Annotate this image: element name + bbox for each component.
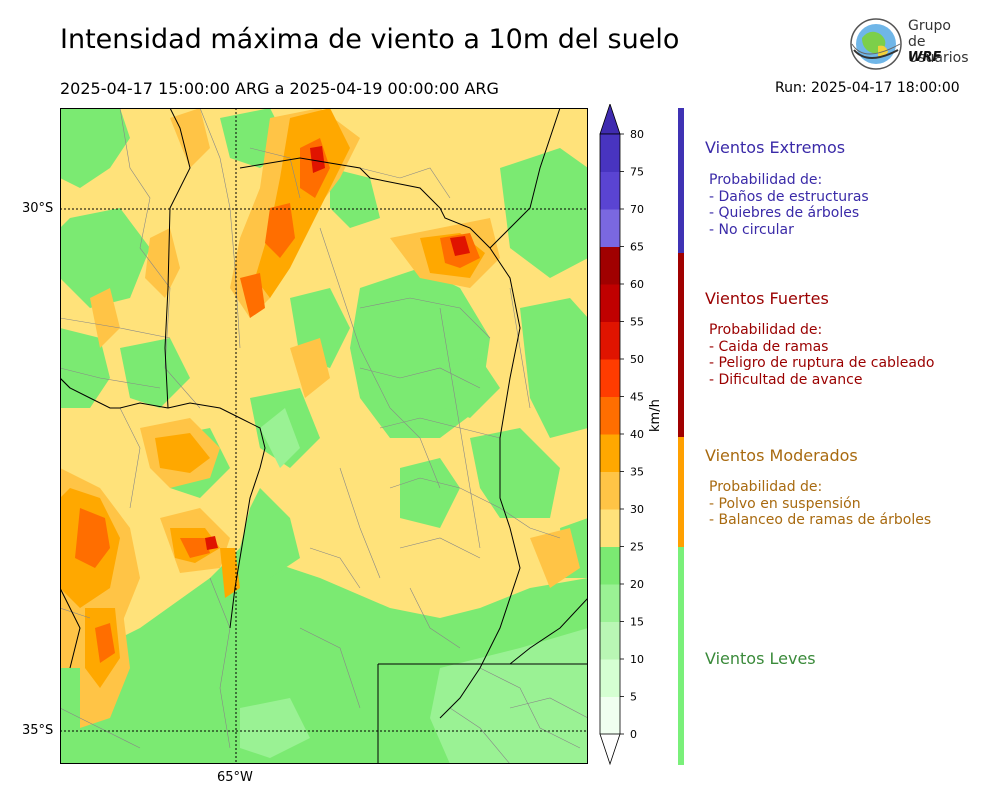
colorbar-tick-label: 20 (630, 578, 644, 591)
colorbar-segment (600, 209, 620, 247)
wind-category-legend: Vientos Extremos Probabilidad de: - Daño… (676, 108, 996, 768)
colorbar-tick-label: 25 (630, 541, 644, 554)
very-strong-areas (205, 146, 470, 550)
category-bar-extreme (678, 108, 684, 253)
wind-intensity-map (60, 108, 588, 764)
category-desc-moderate: Probabilidad de: - Polvo en suspensión -… (709, 479, 931, 529)
map-frame (60, 108, 588, 764)
category-desc-line: Probabilidad de: (709, 479, 823, 495)
category-desc-line: - Polvo en suspensión (709, 495, 861, 512)
lat-label-35s: 35°S (22, 723, 54, 738)
colorbar-segment (600, 321, 620, 360)
colorbar-segment (600, 546, 620, 585)
colorbar-segment (600, 659, 620, 697)
category-bar-strong (678, 253, 684, 437)
colorbar-segment (600, 696, 620, 735)
forecast-period: 2025-04-17 15:00:00 ARG a 2025-04-19 00:… (60, 79, 499, 98)
lon-label-65w: 65°W (217, 770, 253, 785)
category-desc-line: - Dificultad de avance (709, 371, 863, 388)
colorbar-unit-label: km/h (648, 399, 663, 432)
run-time: Run: 2025-04-17 18:00:00 (775, 80, 960, 96)
colorbar-tick-label: 55 (630, 316, 644, 329)
colorbar-tick-label: 35 (630, 466, 644, 479)
colorbar-tick-label: 0 (630, 728, 637, 741)
colorbar-tick-label: 45 (630, 391, 644, 404)
grupo-usuarios-wrf-logo: Grupo de Usuarios WRF (848, 16, 969, 72)
category-desc-line: - Daños de estructuras (709, 188, 869, 205)
colorbar-tick-label: 75 (630, 166, 644, 179)
colorbar: 0 5 10 15 20 25 30 35 40 45 50 55 60 65 70 75 80 (596, 102, 656, 772)
logo-line-1: Grupo de (908, 18, 951, 50)
province-boundaries (60, 108, 588, 764)
category-title-strong: Vientos Fuertes (705, 289, 829, 308)
logo-line-2: Usuarios (908, 50, 969, 66)
map-canvas (60, 108, 588, 764)
category-desc-line: - Quiebres de árboles (709, 205, 860, 221)
category-desc-extreme: Probabilidad de: - Daños de estructuras … (709, 172, 869, 238)
colorbar-tick-label: 50 (630, 353, 644, 366)
colorbar-segment (600, 284, 620, 322)
colorbar-segment (600, 246, 620, 285)
category-title-light: Vientos Leves (705, 649, 816, 668)
category-desc-strong: Probabilidad de: - Caida de ramas - Peli… (709, 322, 934, 388)
category-desc-line: Probabilidad de: (709, 172, 823, 188)
colorbar-segment (600, 396, 620, 435)
colorbar-segment (600, 621, 620, 660)
colorbar-tick-label: 70 (630, 203, 644, 216)
colorbar-segment (600, 584, 620, 622)
globe-icon (850, 18, 902, 70)
category-title-moderate: Vientos Moderados (705, 446, 858, 465)
colorbar-svg: 0 5 10 15 20 25 30 35 40 45 50 55 60 65 70 75 80 (599, 102, 644, 766)
graticule (60, 108, 588, 764)
colorbar-segment (600, 359, 620, 397)
colorbar-tick-label: 40 (630, 428, 644, 441)
category-bar-moderate (678, 437, 684, 547)
category-desc-line: - No circular (709, 221, 794, 238)
logo-line-3: WRF (908, 50, 942, 65)
colorbar-segment (600, 471, 620, 510)
colorbar-extend-low (599, 733, 621, 766)
colorbar-segment (600, 434, 620, 472)
category-desc-line: - Peligro de ruptura de cableado (709, 355, 935, 371)
category-desc-line: - Balanceo de ramas de árboles (709, 512, 932, 528)
colorbar-tick-label: 10 (630, 653, 644, 666)
lat-label-30s: 30°S (22, 201, 54, 216)
light-wind-areas (60, 108, 588, 764)
category-bar-light (678, 547, 684, 765)
colorbar-tick-label: 30 (630, 503, 644, 516)
colorbar-extend-high (599, 102, 621, 135)
category-title-extreme: Vientos Extremos (705, 138, 846, 157)
colorbar-tick-label: 60 (630, 278, 644, 291)
colorbar-tick-label: 65 (630, 241, 644, 254)
very-light-wind-areas (240, 408, 588, 764)
category-desc-line: Probabilidad de: (709, 322, 823, 338)
department-boundaries (60, 108, 588, 764)
colorbar-tick-label: 5 (630, 691, 637, 704)
colorbar-tick-label: 80 (630, 128, 644, 141)
category-desc-line: - Caida de ramas (709, 338, 829, 355)
colorbar-segment (600, 171, 620, 210)
colorbar-segment (600, 509, 620, 547)
colorbar-segment (600, 134, 620, 172)
colorbar-tick-label: 15 (630, 616, 644, 629)
chart-title: Intensidad máxima de viento a 10m del su… (60, 24, 680, 55)
